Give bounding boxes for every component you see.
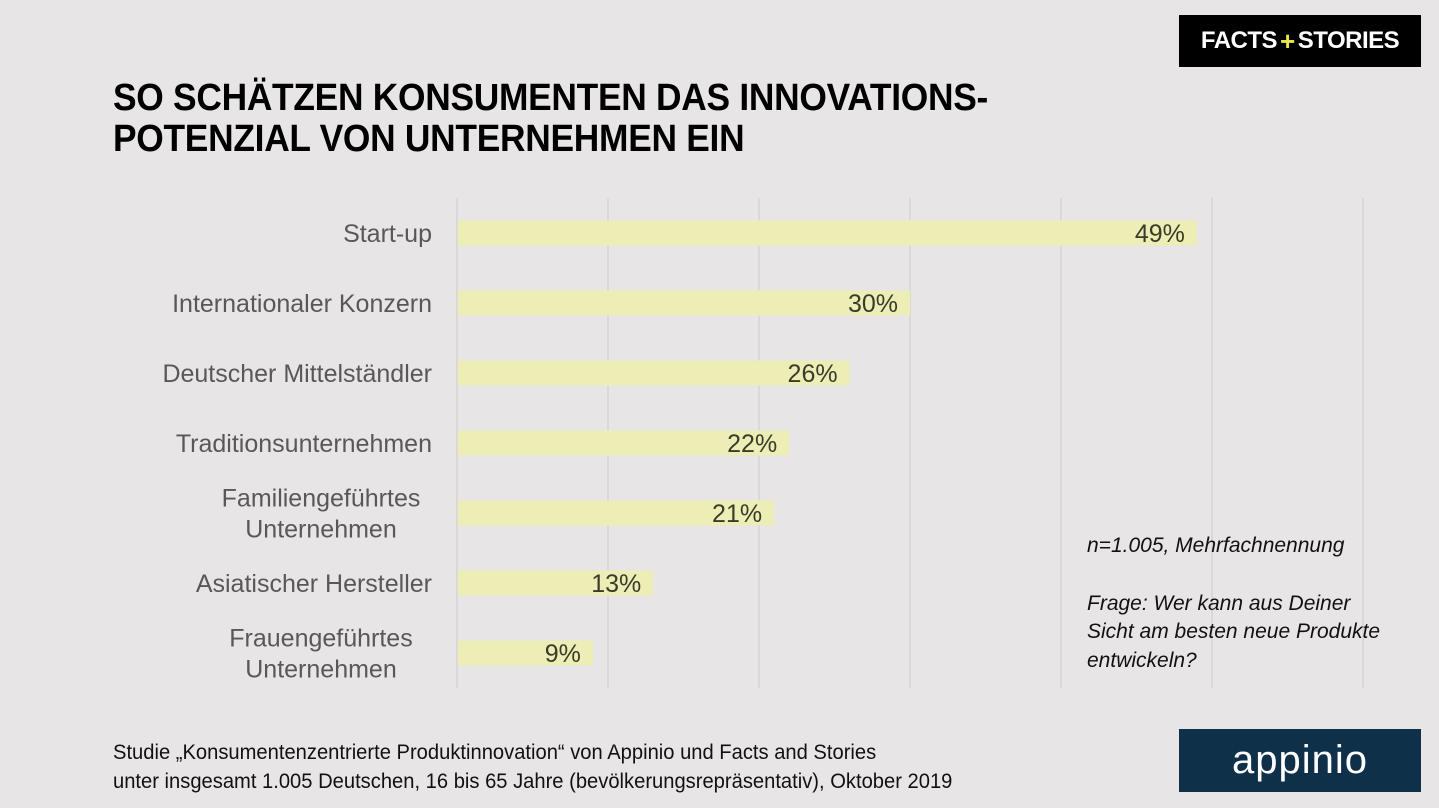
category-label-6-line-0: Frauengeführtes [229,625,412,653]
logo-text-facts: FACTS [1200,27,1278,54]
bar-3 [458,430,790,456]
question-line-1: Frage: Wer kann aus Deiner [1087,591,1351,615]
plus-icon: + [1280,26,1295,56]
value-label-5: 13% [591,570,641,598]
chart-title: SO SCHÄTZEN KONSUMENTEN DAS INNOVATIONS-… [113,78,1080,160]
question-line-2: Sicht am besten neue Produkte [1087,620,1381,643]
chart-notes: n=1.005, Mehrfachnennung Frage: Wer kann… [1087,532,1427,675]
category-label-2: Deutscher Mittelständler [162,360,432,388]
source-note: Studie „Konsumentenzentrierte Produktinn… [113,738,1111,796]
value-label-6: 9% [545,640,581,668]
category-label-6-line-1: Unternehmen [245,656,396,684]
source-line-1: Studie „Konsumentenzentrierte Produktinn… [113,741,877,764]
category-labels: Start-up Internationaler Konzern Deutscher… [162,220,432,684]
logo-text-stories: STORIES [1297,27,1400,54]
value-label-0: 49% [1135,220,1185,248]
chart-title-line-1: SO SCHÄTZEN KONSUMENTEN DAS INNOVATIONS- [113,77,988,119]
category-label-4-line-0: Familiengeführtes [222,485,421,513]
value-label-1: 30% [848,290,898,318]
bar-6 [458,640,593,666]
value-label-2: 26% [788,360,838,388]
chart-title-line-2: POTENZIAL VON UNTERNEHMEN EIN [113,118,745,160]
category-label-0: Start-up [343,220,432,248]
category-label-4-line-1: Unternehmen [245,516,396,544]
question-line-3: entwickeln? [1087,648,1197,672]
bar-0 [458,220,1197,246]
value-label-4: 21% [712,500,762,528]
bar-5 [458,570,654,596]
appinio-logo: appinio [1179,729,1421,792]
value-labels: 49% 30% 26% 22% 21% 13% 9% [545,220,1185,668]
category-label-3: Traditionsunternehmen [176,430,432,458]
bar-1 [458,290,910,316]
facts-and-stories-logo: FACTS + STORIES [1179,15,1421,67]
appinio-logo-text: appinio [1231,738,1368,782]
category-label-5: Asiatischer Hersteller [196,570,432,598]
category-label-1: Internationaler Konzern [172,290,432,318]
bar-2 [458,360,850,386]
source-line-2: unter insgesamt 1.005 Deutschen, 16 bis … [113,770,953,793]
bar-4 [458,500,775,526]
value-label-3: 22% [727,430,777,458]
sample-note: n=1.005, Mehrfachnennung [1087,534,1345,557]
bars [458,220,1197,666]
